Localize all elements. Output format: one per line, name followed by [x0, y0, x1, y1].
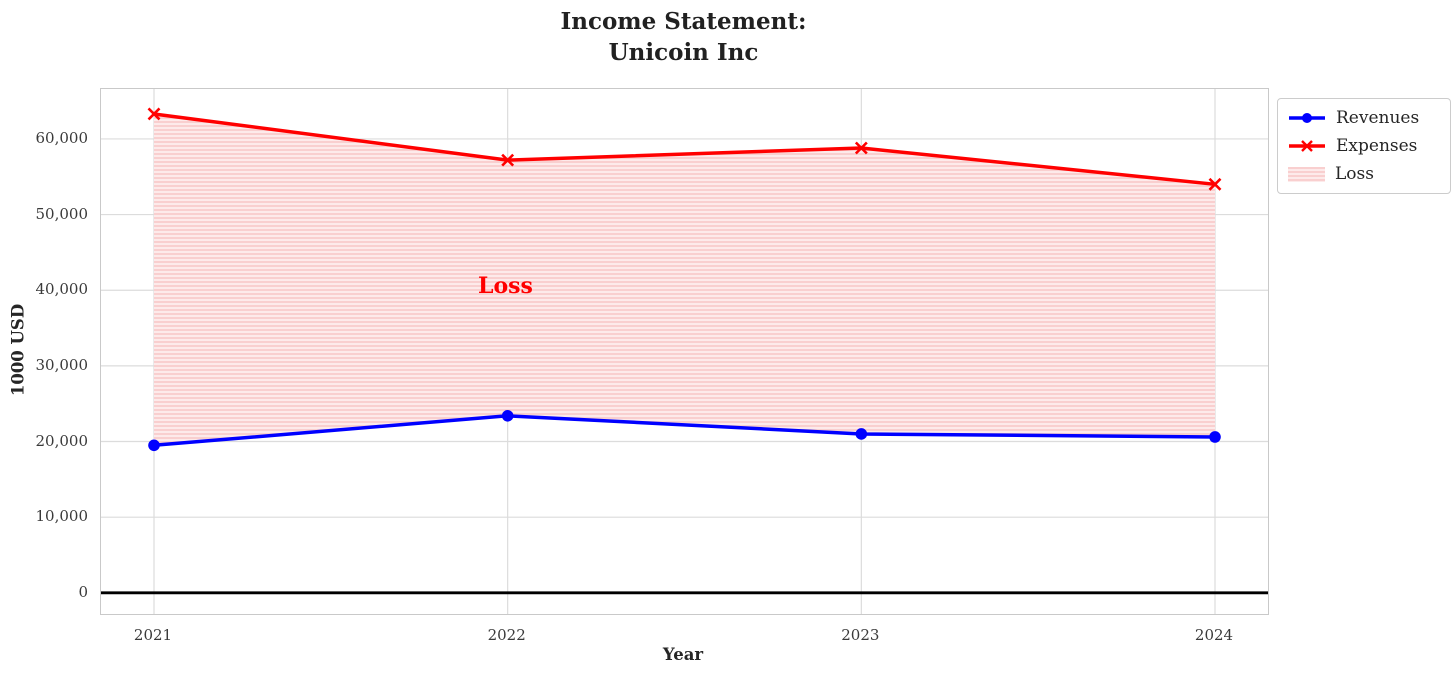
loss-annotation: Loss	[478, 273, 533, 299]
legend-label: Revenues	[1336, 108, 1420, 128]
chart-title-line1: Income Statement:	[560, 8, 807, 35]
y-axis-label: 1000 USD	[8, 303, 28, 397]
y-tick-label: 30,000	[35, 355, 89, 374]
plot-area	[100, 88, 1269, 615]
legend-loss-swatch-icon	[1288, 166, 1325, 182]
legend-label: Expenses	[1336, 136, 1418, 156]
y-tick-label: 50,000	[35, 204, 89, 223]
legend-item: Expenses	[1288, 135, 1440, 157]
chart-title-line2: Unicoin Inc	[608, 39, 759, 66]
chart-title: Income Statement: Unicoin Inc	[0, 6, 1367, 68]
plot-canvas	[101, 89, 1268, 614]
legend: Revenues Expenses Loss	[1277, 98, 1451, 194]
x-tick-label: 2024	[1194, 626, 1234, 644]
y-tick-label: 40,000	[35, 280, 89, 299]
y-tick-label: 60,000	[35, 128, 89, 147]
x-tick-label: 2023	[841, 626, 880, 644]
legend-label: Loss	[1335, 164, 1374, 184]
x-axis-label: Year	[662, 645, 704, 664]
legend-expenses-sample-icon	[1289, 140, 1325, 152]
y-tick-label: 0	[78, 582, 88, 601]
legend-item: Loss	[1288, 163, 1440, 185]
legend-revenues-sample-icon	[1289, 113, 1325, 123]
y-tick-label: 10,000	[35, 507, 89, 526]
x-tick-label: 2022	[487, 626, 526, 644]
x-tick-label: 2021	[133, 626, 173, 644]
y-tick-label: 20,000	[35, 431, 89, 450]
legend-item: Revenues	[1288, 107, 1440, 129]
